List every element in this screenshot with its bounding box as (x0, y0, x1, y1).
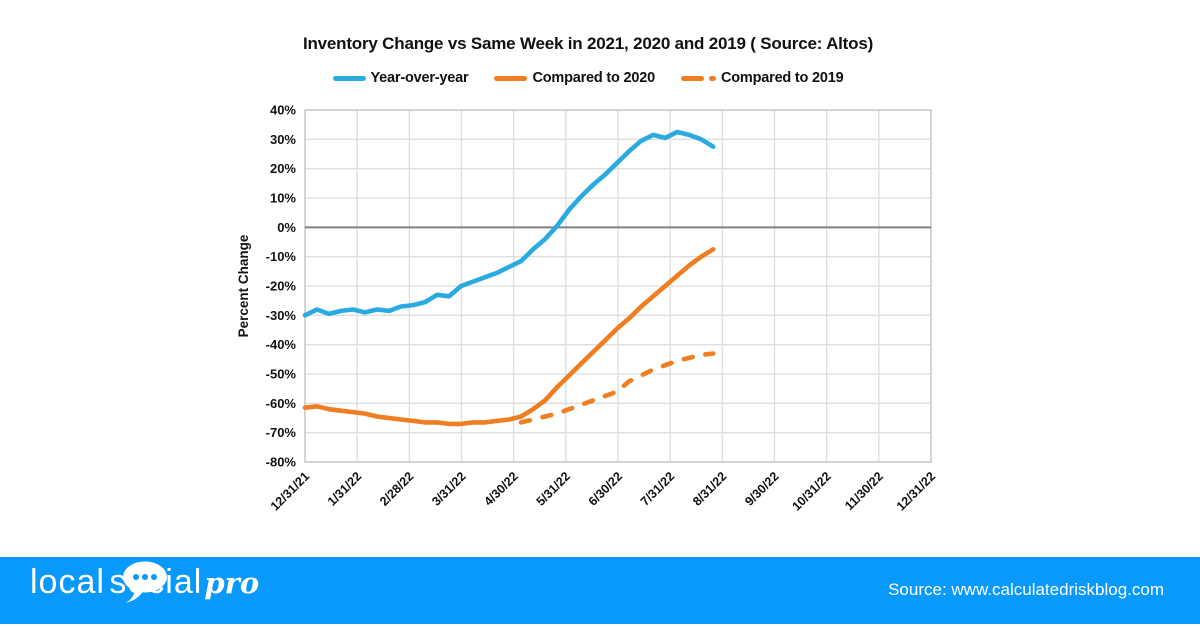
x-tick-label: 6/30/22 (586, 469, 625, 508)
y-tick-label: -40% (266, 337, 297, 352)
x-tick-label: 2/28/22 (377, 469, 416, 508)
x-tick-label: 1/31/22 (325, 469, 364, 508)
x-tick-label: 3/31/22 (429, 469, 468, 508)
compared-to-2019-dashed-swatch-icon (680, 75, 716, 81)
x-tick-label: 12/31/21 (268, 469, 312, 513)
x-tick-label: 7/31/22 (638, 469, 677, 508)
x-tick-label: 5/31/22 (534, 469, 573, 508)
legend-label: Compared to 2019 (720, 70, 844, 86)
legend-item-compared-to-2019: Compared to 2019 (680, 70, 844, 86)
y-tick-label: 10% (270, 191, 296, 206)
chart-title: Inventory Change vs Same Week in 2021, 2… (302, 34, 874, 53)
speech-bubble-icon (123, 561, 167, 603)
year-over-year-line-swatch-icon (332, 75, 366, 81)
series-line-compared-to-2019 (518, 351, 716, 425)
y-tick-label: -50% (266, 367, 297, 382)
y-tick-label: -30% (266, 308, 297, 323)
x-tick-label: 11/30/22 (842, 469, 886, 513)
y-tick-label: 0% (277, 220, 296, 235)
legend-label: Compared to 2020 (532, 70, 655, 86)
line-chart: 40% 30% 20% 10% 0% -10% -20% -30% -40% -50% -60% -7… (236, 103, 938, 514)
compared-to-2020-line-swatch-icon (494, 75, 528, 81)
y-tick-label: -60% (266, 396, 297, 411)
y-tick-label: -10% (266, 249, 297, 264)
y-tick-label: 40% (270, 103, 296, 118)
plot-border (304, 109, 932, 463)
legend-item-compared-to-2020: Compared to 2020 (494, 70, 655, 86)
series-line-compared-to-2020 (302, 247, 716, 427)
series-line-year-over-year (302, 129, 716, 318)
y-tick-label: -20% (266, 279, 297, 294)
source-attribution: Source: www.calculatedriskblog.com (888, 580, 1164, 599)
y-axis-title: Percent Change (236, 234, 251, 337)
x-tick-label: 9/30/22 (742, 469, 781, 508)
y-tick-label: -80% (266, 455, 297, 470)
local-social-pro-logo: local socialpro (30, 561, 260, 619)
x-tick-label: 12/31/22 (894, 469, 938, 513)
x-tick-label: 4/30/22 (481, 469, 520, 508)
y-tick-label: 30% (270, 132, 296, 147)
y-tick-label: -70% (266, 425, 297, 440)
y-tick-label: 20% (270, 161, 296, 176)
legend-label: Year-over-year (370, 70, 469, 86)
logo-word-local: local (30, 563, 105, 601)
x-tick-label: 10/31/22 (789, 469, 833, 513)
x-tick-label: 8/31/22 (690, 469, 729, 508)
chart-legend: Year-over-year Compared to 2020 Compared… (218, 70, 958, 86)
footer-banner: local socialpro Source: www.calculatedri… (0, 557, 1200, 624)
legend-item-year-over-year: Year-over-year (332, 70, 469, 86)
logo-word-pro: pro (204, 566, 260, 600)
